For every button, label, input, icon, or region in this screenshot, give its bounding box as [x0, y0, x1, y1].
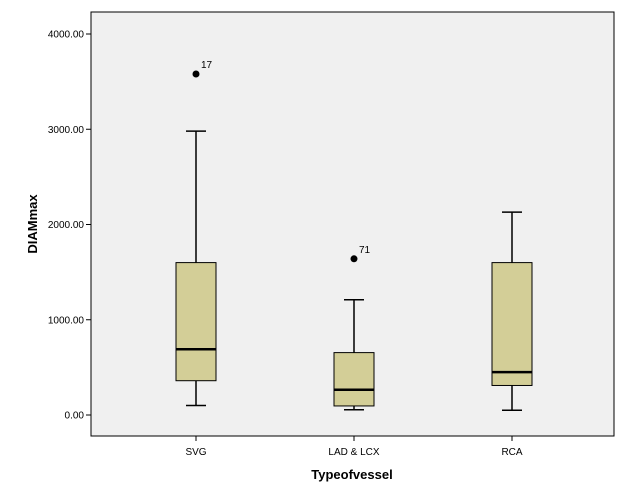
x-tick-label: SVG — [185, 447, 206, 458]
box — [175, 262, 217, 382]
x-axis: SVG LAD & LCX RCA — [185, 436, 523, 458]
outlier-point — [350, 255, 358, 263]
box-group: 71 — [333, 245, 375, 411]
y-tick-label: 3000.00 — [48, 125, 85, 136]
x-tick-label: LAD & LCX — [328, 447, 379, 458]
x-axis-title: Typeofvessel — [311, 467, 392, 482]
box — [333, 352, 375, 407]
outlier-label: 17 — [201, 60, 213, 71]
y-tick-label: 0.00 — [65, 411, 85, 422]
box — [491, 262, 533, 386]
y-axis: 0.00 1000.00 2000.00 3000.00 4000.00 — [48, 30, 91, 422]
y-tick-label: 2000.00 — [48, 220, 85, 231]
y-tick-label: 1000.00 — [48, 315, 85, 326]
outlier-label: 71 — [359, 245, 371, 256]
y-axis-title: DIAMmax — [25, 194, 40, 254]
box-group: 17 — [175, 60, 217, 407]
outlier-point — [192, 70, 200, 78]
y-tick-label: 4000.00 — [48, 30, 85, 41]
box-group — [491, 211, 533, 411]
x-tick-label: RCA — [501, 447, 522, 458]
